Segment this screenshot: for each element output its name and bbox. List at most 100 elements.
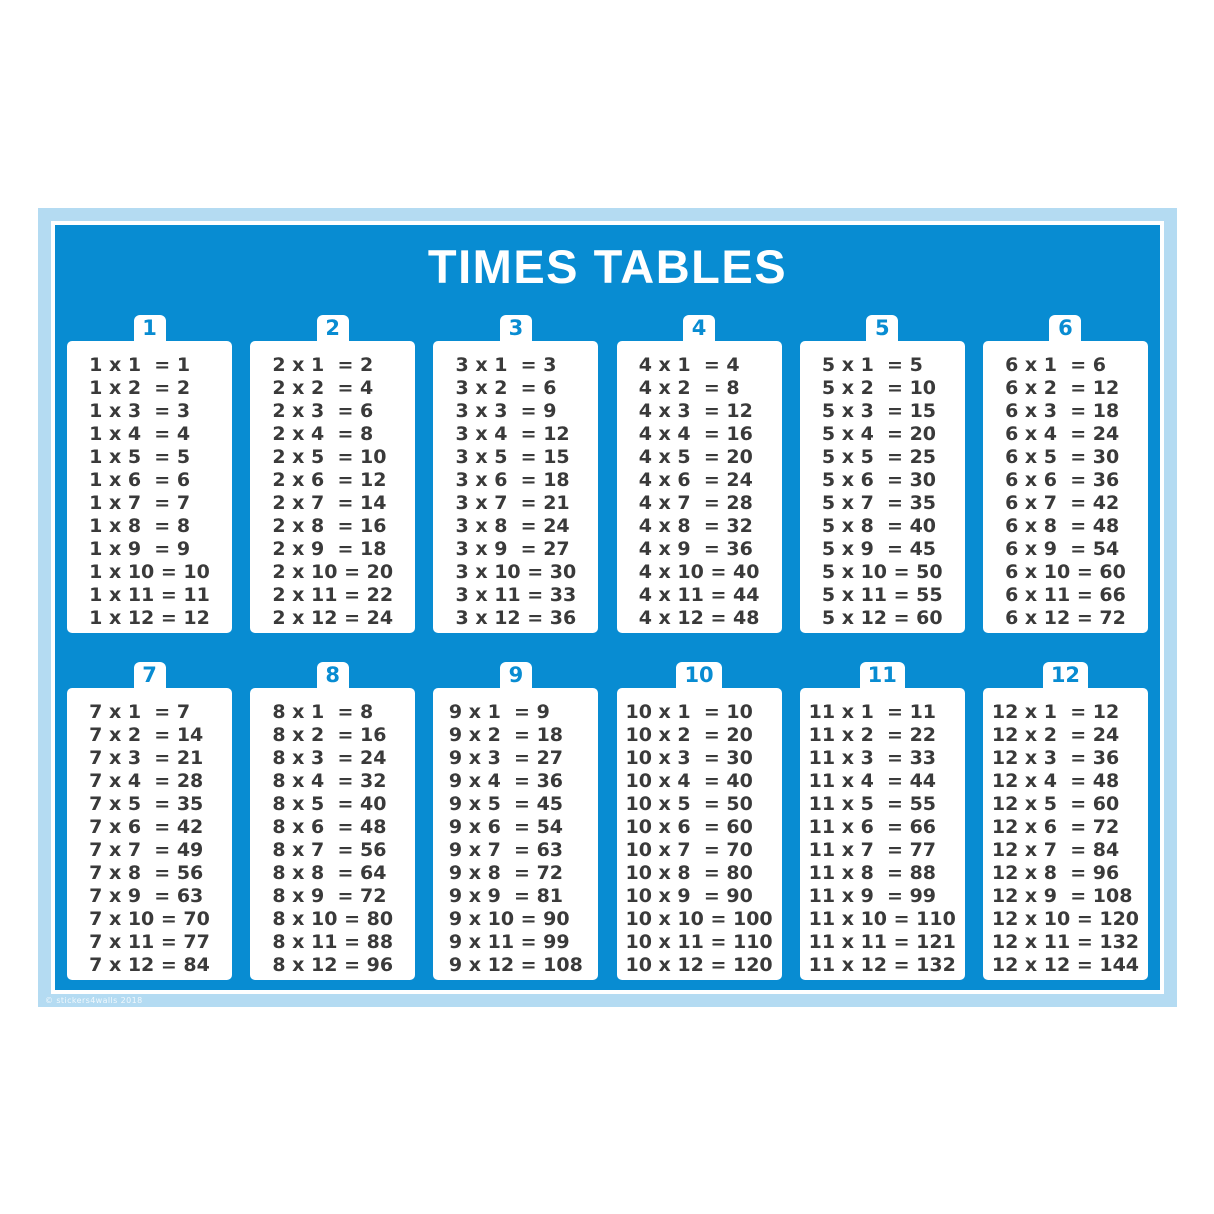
equation-line: 7 x 8 = 56: [89, 862, 204, 884]
equation-line: 7 x 10 = 70: [89, 908, 210, 930]
equation-line: 3 x 9 = 27: [455, 538, 570, 560]
equation-line: 5 x 9 = 45: [821, 538, 937, 560]
equation-line: 12 x 2 = 24: [991, 724, 1120, 746]
equation-line: 1 x 6 = 6: [89, 469, 191, 491]
equation-line: 10 x 8 = 80: [625, 862, 753, 884]
equation-line: 1 x 5 = 5: [89, 446, 191, 468]
equation-line: 9 x 3 = 27: [448, 747, 564, 769]
equation-line: 9 x 10 = 90: [448, 908, 570, 930]
equation-line: 9 x 7 = 63: [448, 839, 564, 861]
times-table-card: 12 12 x 1 = 12 12 x 2 = 24 12 x 3 = 36 12 x…: [982, 662, 1148, 980]
equation-line: 12 x 1 = 12: [991, 701, 1120, 723]
table-number-tab: 11: [859, 662, 905, 688]
equation-line: 6 x 6 = 36: [1005, 469, 1120, 491]
equation-line: 8 x 9 = 72: [272, 885, 387, 907]
table-number-tab: 12: [1042, 662, 1089, 688]
equation-line: 4 x 6 = 24: [638, 469, 753, 491]
equation-line: 1 x 4 = 4: [89, 423, 191, 445]
equation-line: 4 x 8 = 32: [638, 515, 753, 537]
equation-line: 12 x 12 = 144: [991, 954, 1140, 976]
equation-line: 5 x 10 = 50: [821, 561, 943, 583]
equation-line: 9 x 8 = 72: [448, 862, 564, 884]
table-number-tab: 2: [316, 315, 349, 341]
equation-line: 7 x 3 = 21: [89, 747, 204, 769]
equation-line: 8 x 7 = 56: [272, 839, 387, 861]
equation-line: 3 x 2 = 6: [455, 377, 557, 399]
equation-line: 10 x 7 = 70: [625, 839, 753, 861]
table-number-tab: 6: [1049, 315, 1082, 341]
equation-line: 5 x 7 = 35: [821, 492, 937, 514]
equation-line: 8 x 6 = 48: [272, 816, 387, 838]
equation-line: 2 x 12 = 24: [272, 607, 394, 629]
equation-line: 4 x 12 = 48: [638, 607, 760, 629]
equation-line: 11 x 7 = 77: [808, 839, 937, 861]
equation-line: 8 x 2 = 16: [272, 724, 387, 746]
equation-line: 12 x 7 = 84: [991, 839, 1120, 861]
equation-line: 8 x 12 = 96: [272, 954, 394, 976]
table-card-body: 11 x 1 = 11 11 x 2 = 22 11 x 3 = 33 11 x 4 …: [799, 688, 965, 980]
equation-line: 9 x 12 = 108: [448, 954, 583, 976]
equation-line: 2 x 5 = 10: [272, 446, 387, 468]
equation-line: 10 x 5 = 50: [625, 793, 753, 815]
equation-line: 12 x 5 = 60: [991, 793, 1120, 815]
equation-line: 6 x 5 = 30: [1005, 446, 1120, 468]
table-card-body: 12 x 1 = 12 12 x 2 = 24 12 x 3 = 36 12 x 4 …: [982, 688, 1148, 980]
table-number-tab: 4: [683, 315, 716, 341]
equation-line: 7 x 4 = 28: [89, 770, 204, 792]
equation-line: 6 x 7 = 42: [1005, 492, 1120, 514]
equation-line: 4 x 2 = 8: [638, 377, 740, 399]
equation-line: 11 x 6 = 66: [808, 816, 937, 838]
table-number-tab: 5: [866, 315, 899, 341]
equation-line: 3 x 8 = 24: [455, 515, 570, 537]
equation-line: 1 x 10 = 10: [89, 561, 210, 583]
equation-line: 2 x 4 = 8: [272, 423, 374, 445]
table-number-tab: 3: [499, 315, 532, 341]
equation-line: 3 x 6 = 18: [455, 469, 570, 491]
equation-line: 10 x 4 = 40: [625, 770, 753, 792]
equation-line: 10 x 6 = 60: [625, 816, 753, 838]
equation-line: 6 x 10 = 60: [1005, 561, 1126, 583]
equation-line: 4 x 10 = 40: [638, 561, 760, 583]
equation-line: 10 x 3 = 30: [625, 747, 753, 769]
table-number-tab: 9: [499, 662, 532, 688]
equation-line: 1 x 3 = 3: [89, 400, 191, 422]
equation-line: 11 x 8 = 88: [808, 862, 937, 884]
equation-line: 1 x 1 = 1: [89, 354, 191, 376]
equation-line: 2 x 1 = 2: [272, 354, 374, 376]
equation-line: 11 x 11 = 121: [808, 931, 956, 953]
equation-line: 9 x 9 = 81: [448, 885, 564, 907]
equation-list: 12 x 1 = 12 12 x 2 = 24 12 x 3 = 36 12 x 4 …: [992, 701, 1139, 977]
equation-line: 3 x 1 = 3: [455, 354, 557, 376]
equation-line: 4 x 4 = 16: [638, 423, 753, 445]
equation-line: 11 x 10 = 110: [808, 908, 956, 930]
equation-line: 11 x 3 = 33: [808, 747, 937, 769]
equation-list: 11 x 1 = 11 11 x 2 = 22 11 x 3 = 33 11 x 4 …: [809, 701, 956, 977]
equation-line: 8 x 11 = 88: [272, 931, 394, 953]
poster-title: TIMES TABLES: [427, 240, 788, 293]
equation-line: 12 x 10 = 120: [991, 908, 1140, 930]
equation-line: 11 x 1 = 11: [808, 701, 937, 723]
equation-line: 11 x 9 = 99: [808, 885, 937, 907]
equation-line: 2 x 2 = 4: [272, 377, 374, 399]
times-table-card: 10 10 x 1 = 10 10 x 2 = 20 10 x 3 = 30 10 x…: [616, 662, 782, 980]
equation-line: 3 x 4 = 12: [455, 423, 570, 445]
equation-line: 6 x 9 = 54: [1005, 538, 1120, 560]
